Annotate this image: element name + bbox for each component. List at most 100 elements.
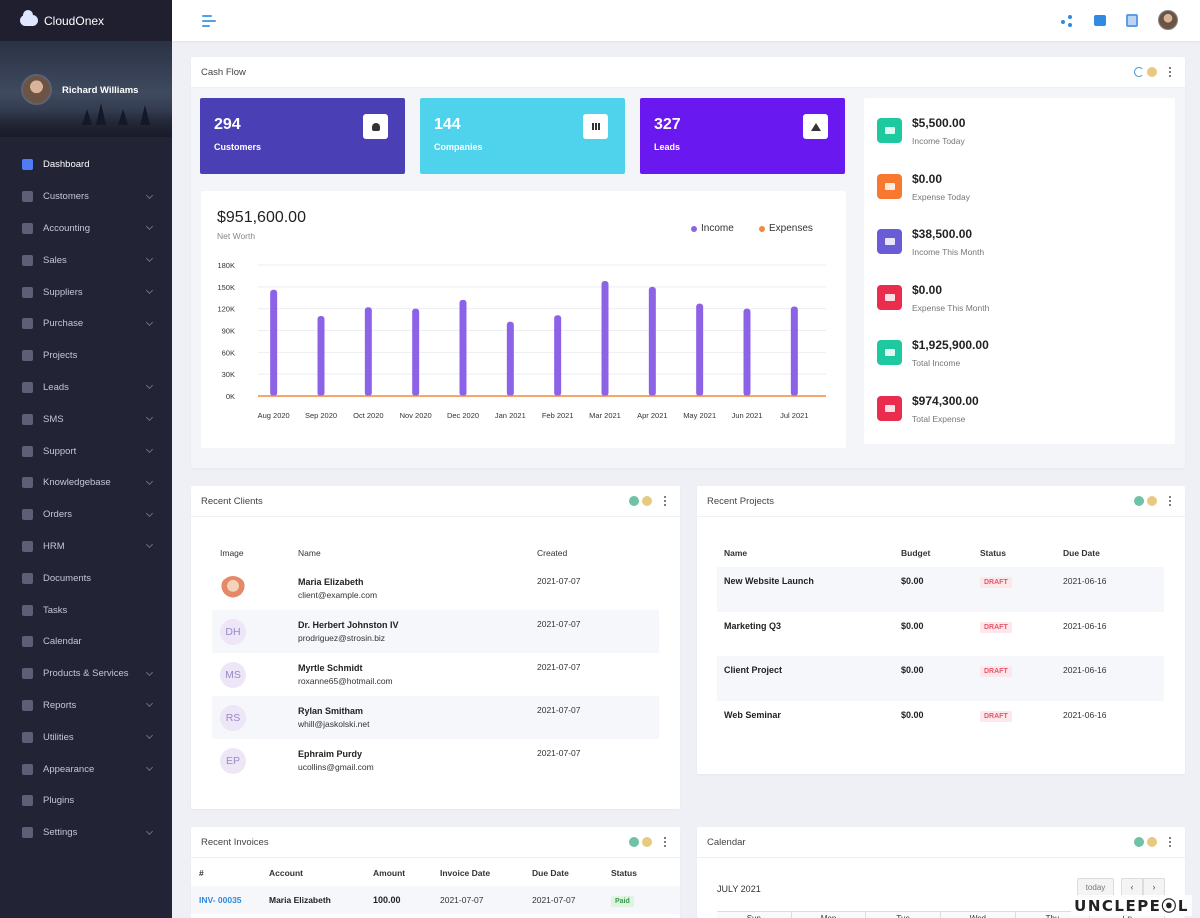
- client-name[interactable]: Myrtle Schmidt: [298, 663, 363, 673]
- table-row[interactable]: RS Rylan Smitham whill@jaskolski.net 2021-0…: [212, 696, 659, 739]
- sidebar-item-dashboard[interactable]: Dashboard: [0, 149, 172, 181]
- collapse-dot-icon[interactable]: [1147, 496, 1157, 506]
- sidebar-item-plugins[interactable]: Plugins: [0, 785, 172, 817]
- stat-label: Companies: [434, 142, 483, 152]
- collapse-dot-icon[interactable]: [1147, 837, 1157, 847]
- income-bar[interactable]: [648, 286, 656, 396]
- income-bar[interactable]: [743, 308, 751, 396]
- recent-clients-card: Recent Clients Image Name Created Maria …: [191, 486, 680, 809]
- income-bar[interactable]: [364, 307, 372, 396]
- calendar-icon: [22, 636, 33, 648]
- income-bar[interactable]: [506, 321, 514, 396]
- sidebar-item-sms[interactable]: SMS: [0, 403, 172, 435]
- table-row[interactable]: Web Seminar $0.00 DRAFT 2021-06-16: [717, 701, 1164, 746]
- income-bar[interactable]: [459, 299, 467, 396]
- table-row[interactable]: Client Project $0.00 DRAFT 2021-06-16: [717, 656, 1164, 701]
- sidebar-item-orders[interactable]: Orders: [0, 499, 172, 531]
- collapse-dot-icon[interactable]: [642, 496, 652, 506]
- stat-card-leads[interactable]: 327 Leads: [640, 98, 845, 174]
- collapse-dot-icon[interactable]: [642, 837, 652, 847]
- income-bar[interactable]: [270, 289, 278, 396]
- client-name[interactable]: Maria Elizabeth: [298, 577, 364, 587]
- income-bar[interactable]: [317, 315, 325, 396]
- income-bar[interactable]: [601, 281, 609, 396]
- hamburger-menu-icon[interactable]: [202, 15, 216, 27]
- client-name[interactable]: Dr. Herbert Johnston IV: [298, 620, 399, 630]
- project-name[interactable]: Web Seminar: [724, 709, 781, 720]
- sidebar-item-calendar[interactable]: Calendar: [0, 626, 172, 658]
- sidebar-item-customers[interactable]: Customers: [0, 181, 172, 213]
- book-icon: [22, 477, 33, 489]
- sidebar-item-label: Settings: [43, 827, 78, 839]
- project-name[interactable]: Marketing Q3: [724, 620, 782, 631]
- prev-month-button[interactable]: ‹: [1121, 878, 1143, 897]
- chevron-down-icon: [145, 223, 154, 231]
- refresh-dot-icon[interactable]: [629, 496, 639, 506]
- sidebar-item-accounting[interactable]: Accounting: [0, 213, 172, 245]
- collapse-dot-icon[interactable]: [1147, 67, 1157, 77]
- profile-name[interactable]: Richard Williams: [62, 85, 139, 96]
- refresh-dot-icon[interactable]: [629, 837, 639, 847]
- table-row[interactable]: Maria Elizabeth client@example.com 2021-07…: [212, 567, 659, 610]
- summary-item: $38,500.00 Income This Month: [877, 227, 984, 267]
- sidebar-item-label: Utilities: [43, 731, 74, 743]
- stat-card-customers[interactable]: 294 Customers: [200, 98, 405, 174]
- income-bar[interactable]: [696, 303, 704, 396]
- sidebar-item-products-services[interactable]: Products & Services: [0, 658, 172, 690]
- sidebar-item-settings[interactable]: Settings: [0, 817, 172, 849]
- sidebar-item-appearance[interactable]: Appearance: [0, 753, 172, 785]
- table-row[interactable]: DH Dr. Herbert Johnston IV prodriguez@stro…: [212, 610, 659, 653]
- project-name[interactable]: New Website Launch: [724, 576, 814, 586]
- leads-icon: [22, 381, 33, 393]
- sidebar-item-suppliers[interactable]: Suppliers: [0, 276, 172, 308]
- income-bar[interactable]: [790, 306, 798, 396]
- chevron-down-icon: [145, 318, 154, 326]
- sidebar-item-reports[interactable]: Reports: [0, 690, 172, 722]
- legend-income[interactable]: Income: [691, 223, 734, 234]
- more-options-icon[interactable]: [1165, 66, 1175, 78]
- invoice-number-link[interactable]: INV- 00035: [199, 895, 242, 905]
- sidebar-item-tasks[interactable]: Tasks: [0, 594, 172, 626]
- avatar[interactable]: [21, 74, 52, 105]
- more-options-icon[interactable]: [1165, 495, 1175, 507]
- client-name[interactable]: Rylan Smitham: [298, 706, 364, 716]
- sidebar-item-purchase[interactable]: Purchase: [0, 308, 172, 340]
- sidebar-item-knowledgebase[interactable]: Knowledgebase: [0, 467, 172, 499]
- share-icon[interactable]: [1061, 14, 1073, 27]
- refresh-dot-icon[interactable]: [1134, 837, 1144, 847]
- user-avatar[interactable]: [1158, 10, 1178, 30]
- summary-item: $5,500.00 Income Today: [877, 116, 965, 156]
- brand[interactable]: CloudOnex: [0, 0, 172, 41]
- table-row[interactable]: New Website Launch $0.00 DRAFT 2021-06-16: [717, 567, 1164, 612]
- bar-chart-icon: [583, 114, 608, 139]
- refresh-icon[interactable]: [1134, 67, 1144, 77]
- sidebar-item-sales[interactable]: Sales: [0, 244, 172, 276]
- sidebar-item-hrm[interactable]: HRM: [0, 531, 172, 563]
- folder-icon[interactable]: [1094, 15, 1106, 26]
- x-tick-label: Nov 2020: [400, 411, 432, 420]
- card-header: Cash Flow: [191, 57, 1185, 88]
- watermark: UNCLEPE⦿L: [1071, 895, 1192, 916]
- table-row[interactable]: Marketing Q3 $0.00 DRAFT 2021-06-16: [717, 612, 1164, 657]
- more-options-icon[interactable]: [1165, 836, 1175, 848]
- more-options-icon[interactable]: [660, 836, 670, 848]
- stat-card-companies[interactable]: 144 Companies: [420, 98, 625, 174]
- table-row[interactable]: INV- 00035 Maria Elizabeth 100.00 2021-07-0…: [191, 886, 680, 914]
- status-badge: DRAFT: [980, 710, 1012, 722]
- client-name[interactable]: Ephraim Purdy: [298, 749, 363, 759]
- sidebar-item-support[interactable]: Support: [0, 435, 172, 467]
- sidebar-item-documents[interactable]: Documents: [0, 562, 172, 594]
- sidebar-item-utilities[interactable]: Utilities: [0, 721, 172, 753]
- table-row[interactable]: MS Myrtle Schmidt roxanne65@hotmail.com 202…: [212, 653, 659, 696]
- refresh-dot-icon[interactable]: [1134, 496, 1144, 506]
- project-name[interactable]: Client Project: [724, 665, 783, 675]
- summary-value: $0.00: [912, 282, 943, 297]
- sidebar-item-leads[interactable]: Leads: [0, 372, 172, 404]
- legend-expenses[interactable]: Expenses: [759, 223, 813, 234]
- sidebar-item-projects[interactable]: Projects: [0, 340, 172, 372]
- table-row[interactable]: EP Ephraim Purdy ucollins@gmail.com 2021-07…: [212, 739, 659, 782]
- income-bar[interactable]: [554, 315, 562, 396]
- clipboard-icon[interactable]: [1126, 14, 1138, 27]
- income-bar[interactable]: [412, 308, 420, 396]
- more-options-icon[interactable]: [660, 495, 670, 507]
